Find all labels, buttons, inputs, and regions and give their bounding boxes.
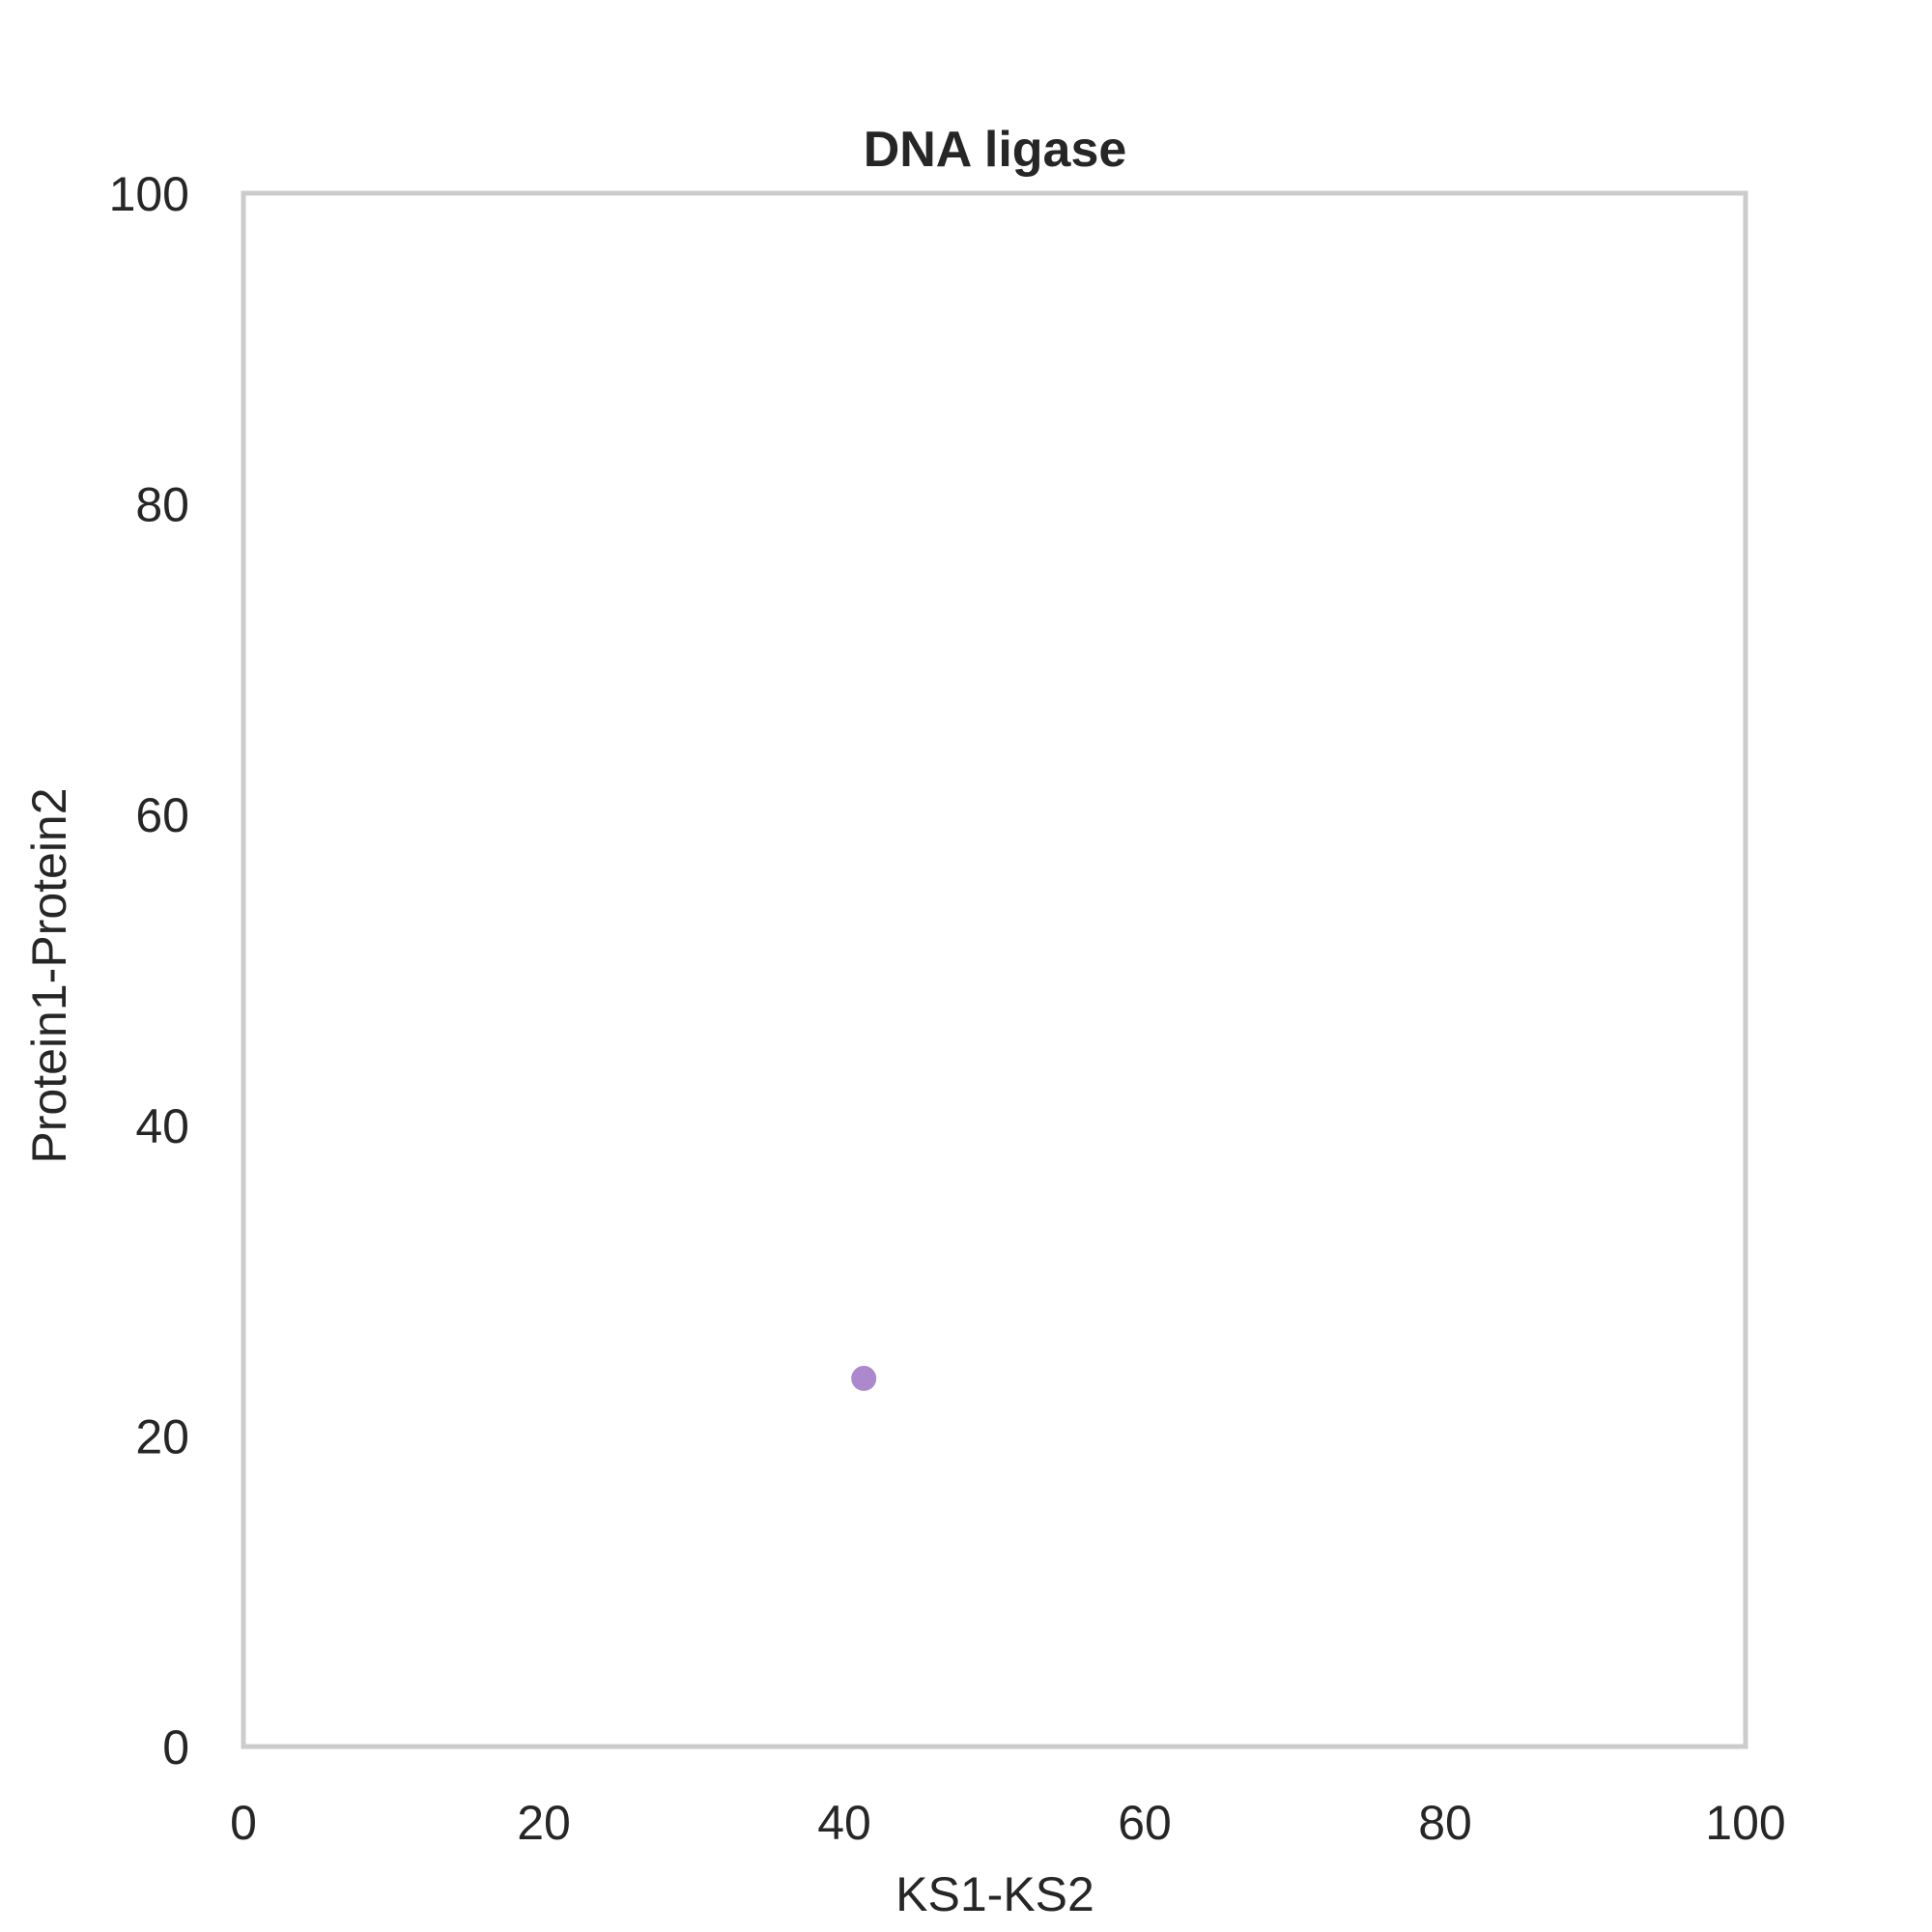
x-tick-label: 80 xyxy=(1418,1796,1472,1850)
x-tick-label: 40 xyxy=(817,1796,871,1850)
y-tick-label: 100 xyxy=(109,167,189,221)
x-tick-label: 0 xyxy=(230,1796,257,1850)
x-tick-label: 100 xyxy=(1705,1796,1785,1850)
y-tick-label: 20 xyxy=(135,1409,189,1463)
y-axis-label: Protein1-Protein2 xyxy=(22,787,76,1163)
y-axis-ticks: 0 20 40 60 80 100 xyxy=(109,167,189,1775)
x-axis-label: KS1-KS2 xyxy=(895,1867,1094,1921)
y-tick-label: 40 xyxy=(135,1099,189,1153)
scatter-points xyxy=(851,1365,877,1391)
y-tick-label: 80 xyxy=(135,478,189,532)
x-axis-ticks: 0 20 40 60 80 100 xyxy=(230,1796,1786,1850)
x-tick-label: 60 xyxy=(1118,1796,1172,1850)
data-point xyxy=(851,1365,877,1391)
y-tick-label: 60 xyxy=(135,788,189,842)
x-tick-label: 20 xyxy=(517,1796,571,1850)
plot-area-frame xyxy=(241,190,1748,1749)
chart-title: DNA ligase xyxy=(864,122,1127,178)
y-tick-label: 0 xyxy=(162,1720,189,1775)
